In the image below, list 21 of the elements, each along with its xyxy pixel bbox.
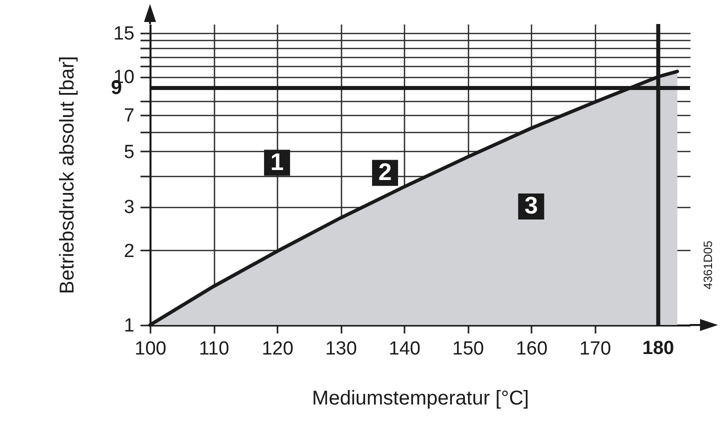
- x-tick-label: 150: [452, 338, 484, 360]
- y-axis-title: Betriebsdruck absolut [bar]: [56, 56, 78, 294]
- text: 4361D05: [701, 240, 715, 290]
- y-tick-label: 1: [124, 316, 134, 336]
- annotation: 3: [524, 192, 538, 220]
- x-tick-label: 170: [579, 338, 612, 360]
- x-tick-label: 130: [325, 338, 357, 360]
- annotation: 1: [270, 148, 284, 176]
- x-tick-label: 120: [262, 338, 294, 360]
- ref-line-label: 180: [642, 338, 674, 359]
- y-tick-label: 5: [124, 142, 134, 163]
- y-tick-label: 15: [113, 23, 134, 44]
- x-tick-label: 110: [198, 338, 230, 360]
- x-axis-title: Mediumstemperatur [°C]: [312, 388, 529, 410]
- x-tick-label: 100: [134, 338, 166, 360]
- x-tick-label: 140: [388, 338, 420, 360]
- annotation: 2: [378, 158, 392, 186]
- y-tick-label: 7: [124, 106, 134, 127]
- y-tick-label: 3: [124, 197, 134, 218]
- x-tick-label: 160: [516, 338, 548, 360]
- y-tick-label: 2: [124, 240, 134, 262]
